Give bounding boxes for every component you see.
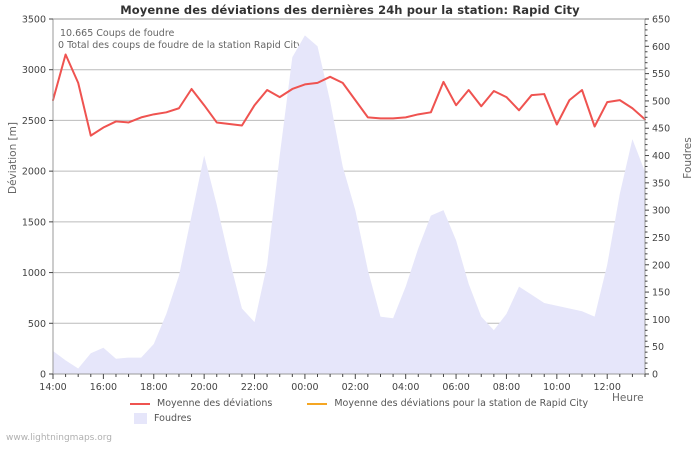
tick-label-y-right: 0	[652, 370, 658, 381]
legend-label-station-deviation: Moyenne des déviations pour la station d…	[334, 398, 589, 409]
area-foudres	[53, 35, 645, 374]
tick-label-x: 06:00	[442, 382, 469, 393]
page-title: Moyenne des déviations des dernières 24h…	[120, 3, 580, 17]
tick-label-y-right: 500	[652, 96, 670, 107]
tick-label-y-right: 150	[652, 288, 670, 299]
tick-label-y-left: 0	[40, 370, 46, 381]
chart-legend: Moyenne des déviations Moyenne des dévia…	[0, 396, 700, 426]
tick-label-x: 22:00	[241, 382, 268, 393]
tick-label-x: 04:00	[392, 382, 419, 393]
tick-label-x: 20:00	[190, 382, 217, 393]
legend-area-swatch-foudres	[134, 413, 147, 424]
tick-label-x: 00:00	[291, 382, 318, 393]
footer-url: www.lightningmaps.org	[6, 433, 112, 443]
tick-label-x: 14:00	[39, 382, 66, 393]
tick-label-x: 18:00	[140, 382, 167, 393]
tick-label-y-right: 200	[652, 260, 670, 271]
tick-label-x: 08:00	[493, 382, 520, 393]
tick-label-y-right: 650	[652, 15, 670, 26]
annotation-station-total: 0 Total des coups de foudre de la statio…	[58, 40, 303, 51]
tick-label-y-left: 1000	[22, 268, 46, 279]
legend-line-swatch-station	[307, 402, 328, 405]
legend-line-swatch-deviation	[130, 402, 150, 405]
legend-label-deviation: Moyenne des déviations	[157, 398, 273, 409]
annotation-strike-count: 10.665 Coups de foudre	[60, 28, 175, 39]
tick-label-y-left: 1500	[22, 217, 46, 228]
tick-label-x: 16:00	[90, 382, 117, 393]
tick-label-y-right: 250	[652, 233, 670, 244]
tick-label-y-right: 450	[652, 124, 670, 135]
line-moyenne-deviations	[52, 53, 646, 137]
legend-label-foudres: Foudres	[154, 413, 192, 424]
tick-label-y-left: 500	[28, 319, 46, 330]
data-series	[52, 35, 646, 374]
tick-label-y-right: 50	[652, 342, 664, 353]
tick-label-y-left: 3500	[22, 15, 46, 26]
tick-label-y-left: 2500	[22, 116, 46, 127]
tick-label-x: 12:00	[594, 382, 621, 393]
x-axis-title: Heure	[612, 392, 644, 404]
tick-labels: 0 500 1000 1500 2000 2500 3000 3500 0 50 100 150 200…	[22, 15, 670, 394]
legend-item-deviation[interactable]: Moyenne des déviations	[130, 398, 272, 409]
tick-label-y-right: 400	[652, 151, 670, 162]
axis-lines	[49, 18, 649, 379]
legend-item-foudres[interactable]: Foudres	[130, 413, 191, 424]
tick-label-y-left: 3000	[22, 65, 46, 76]
legend-item-station-deviation[interactable]: Moyenne des déviations pour la station d…	[307, 398, 588, 409]
tick-label-y-right: 300	[652, 206, 670, 217]
tick-label-x: 02:00	[342, 382, 369, 393]
tick-label-x: 10:00	[543, 382, 570, 393]
tick-label-y-right: 350	[652, 178, 670, 189]
tick-label-y-right: 100	[652, 315, 670, 326]
tick-label-y-right: 600	[652, 42, 670, 53]
tick-label-y-right: 550	[652, 69, 670, 80]
tick-label-y-left: 2000	[22, 167, 46, 178]
